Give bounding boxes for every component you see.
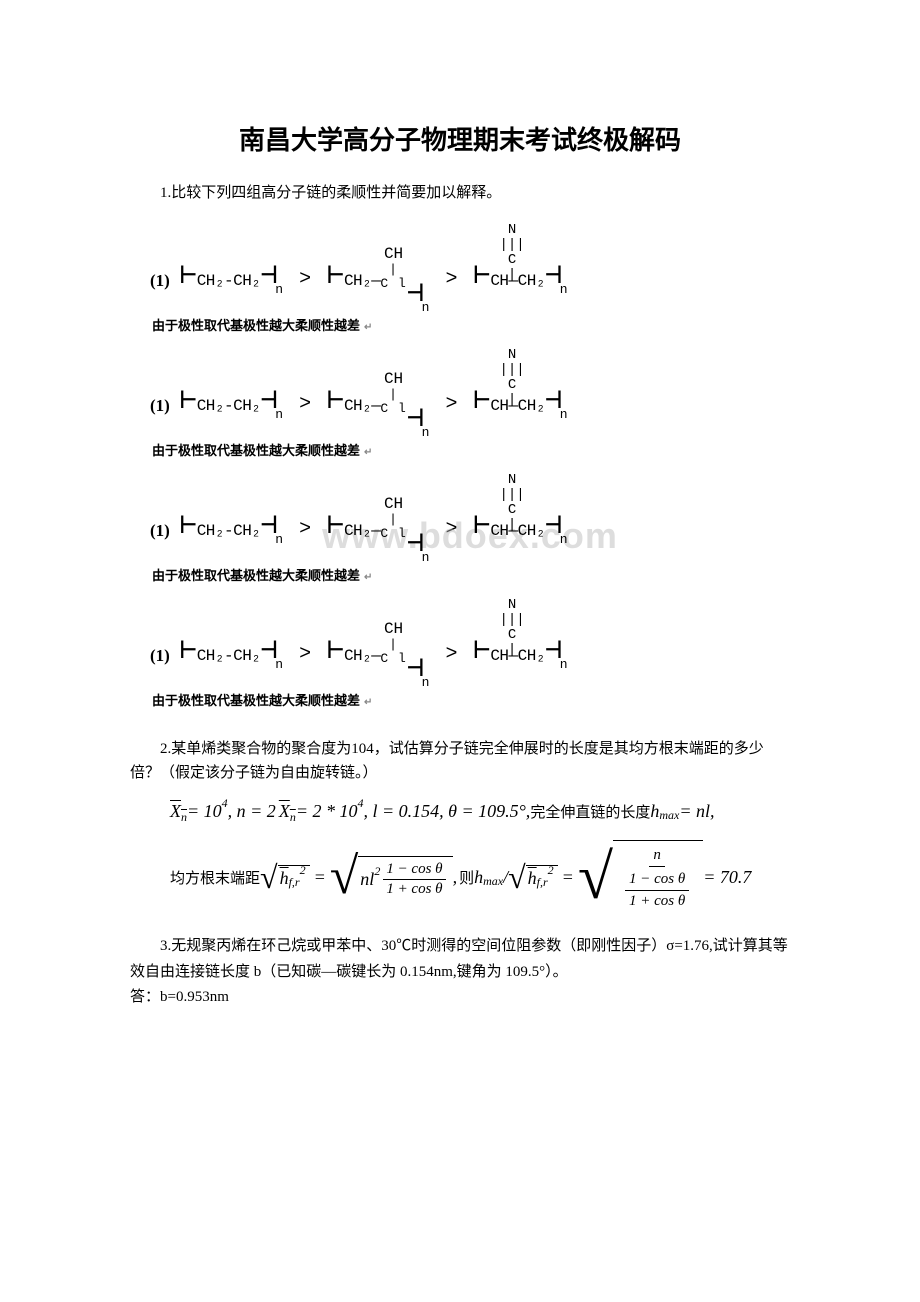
- chem-row: (1) ⊢ CH₂-CH₂ ⊣ n > ⊢ CH₂— CH | C l ⊣ n …: [150, 237, 790, 309]
- chem-row: (1) ⊢ CH₂-CH₂ ⊣ n > ⊢ CH₂— CH | C l ⊣ n …: [150, 612, 790, 684]
- chem-row: (1) ⊢ CH₂-CH₂ ⊣ n > ⊢ CH₂— CH | C l ⊣ n …: [150, 362, 790, 434]
- problem3-answer: 答：b=0.953nm: [130, 985, 790, 1011]
- problem3-text: 3.无规聚丙烯在环己烷或甲苯中、30℃时测得的空间位阻参数（即刚性因子）σ=1.…: [130, 934, 790, 985]
- math-block: Xn = 104 , n = 2 Xn = 2 * 104 , l = 0.15…: [170, 801, 790, 914]
- chem-row: (1) ⊢ CH₂-CH₂ ⊣ n > ⊢ CH₂— CH | C l ⊣ n …: [150, 487, 790, 559]
- problem2-text: 2.某单烯类聚合物的聚合度为104，试估算分子链完全伸展时的长度是其均方根末端距…: [130, 737, 790, 785]
- chem-label: (1): [150, 271, 170, 309]
- math-line-2: 均方根末端距 √ hf,r2 = √ nl2 1 − cos θ 1 + cos…: [170, 840, 790, 914]
- document-title: 南昌大学高分子物理期末考试终极解码: [130, 120, 790, 157]
- polymer-unit-1: ⊢ CH₂-CH₂ ⊣ n: [180, 263, 283, 309]
- chem-block-2: (1) ⊢ CH₂-CH₂ ⊣ n > ⊢ CH₂— CH | C l ⊣ n …: [150, 362, 790, 459]
- polymer-unit-2: ⊢ CH₂— CH | C l ⊣ n: [327, 245, 429, 309]
- chem-block-1: (1) ⊢ CH₂-CH₂ ⊣ n > ⊢ CH₂— CH | C l ⊣ n …: [150, 237, 790, 334]
- gt-icon: >: [445, 268, 457, 309]
- polymer-unit-3: N ||| C | ⊢ CH—CH₂ ⊣ n: [473, 263, 567, 309]
- annotation: 由于极性取代基极性越大柔顺性越差↵: [152, 315, 790, 334]
- chem-block-4: (1) ⊢ CH₂-CH₂ ⊣ n > ⊢ CH₂— CH | C l ⊣ n …: [150, 612, 790, 709]
- problem1-intro: 1.比较下列四组高分子链的柔顺性并简要加以解释。: [130, 181, 790, 205]
- gt-icon: >: [299, 268, 311, 309]
- chem-block-3: www.bdoex.com (1) ⊢ CH₂-CH₂ ⊣ n > ⊢ CH₂—…: [150, 487, 790, 584]
- return-icon: ↵: [364, 322, 372, 333]
- math-line-1: Xn = 104 , n = 2 Xn = 2 * 104 , l = 0.15…: [170, 801, 790, 822]
